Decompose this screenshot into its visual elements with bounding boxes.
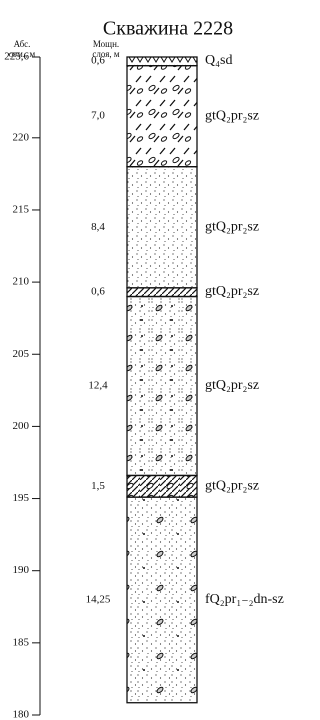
layer [127,57,197,66]
layer [127,475,197,497]
layer [127,66,197,167]
tick-label: 200 [13,420,30,432]
layer-index: gtQ₂pr₂sz [205,108,259,123]
tick-label: 180 [13,709,30,720]
tick-label: 210 [13,276,30,288]
tick-label: 215 [13,203,30,215]
tick-label: 195 [13,492,30,504]
thickness-label: 12,4 [88,380,108,392]
thickness-label: 14,25 [86,593,111,605]
tick-label: 205 [13,348,30,360]
tick-label: 220 [13,131,30,143]
layer-index: gtQ₂pr₂sz [205,219,259,234]
tick-label: 190 [13,564,30,576]
tick-label: 185 [13,636,30,648]
layer-index: fQ₂pr₁₋₂dn-sz [205,592,284,607]
layer-index: Q₄sd [205,53,232,68]
layer [127,167,197,288]
layer-index: gtQ₂pr₂sz [205,284,259,299]
thickness-label: 7,0 [91,110,105,122]
elevation-header: Абс. [14,39,31,49]
layer [127,497,197,703]
layer-index: gtQ₂pr₂sz [205,479,259,494]
title: Скважина 2228 [103,18,233,40]
thickness-label: 1,5 [91,480,105,492]
layer-index: gtQ₂pr₂sz [205,378,259,393]
tick-label: 225,6 [4,51,29,63]
layer [127,288,197,297]
thickness-label: 0,6 [91,285,105,297]
thickness-header: Мощн. [93,39,119,49]
borehole-log: Скважина 2228 Абс. отм., м Мощн. слоя, м… [0,0,307,720]
thickness-label: 0,6 [91,55,105,67]
layer [127,297,197,476]
thickness-label: 8,4 [91,221,105,233]
